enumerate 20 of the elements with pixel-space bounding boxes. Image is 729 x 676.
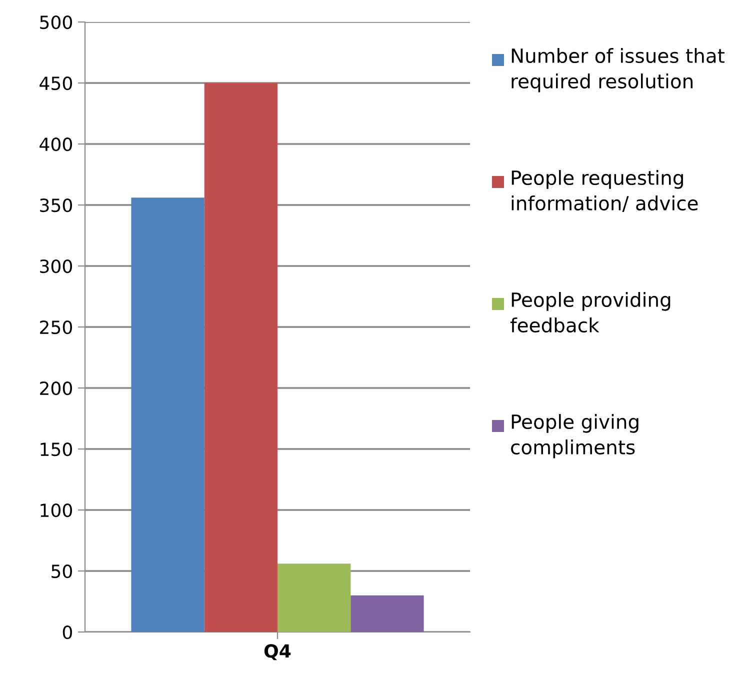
- bar: [350, 595, 424, 632]
- y-tick-label: 350: [40, 198, 72, 212]
- y-tick-label: 200: [40, 381, 72, 396]
- y-tick-label: 400: [40, 137, 72, 152]
- y-tick-label: 150: [40, 442, 72, 456]
- y-tick-label: 0: [62, 625, 72, 640]
- y-tick-label: 100: [40, 503, 72, 518]
- bar: [204, 83, 278, 632]
- x-tick-label: Q4: [264, 644, 291, 660]
- y-tick-label: 450: [40, 76, 72, 90]
- bar: [278, 564, 351, 632]
- legend-label: Number of issues that required resolution: [512, 48, 724, 92]
- legend-label: People providing feedback: [510, 292, 670, 333]
- y-tick-label: 300: [40, 259, 72, 274]
- bar: [131, 198, 204, 632]
- y-tick-label: 50: [52, 564, 72, 578]
- y-tick-label: 250: [40, 320, 72, 334]
- legend-label: People requesting information/ advice: [512, 170, 698, 212]
- y-tick-label: 500: [40, 15, 72, 30]
- legend-label: People giving compliments: [511, 414, 638, 458]
